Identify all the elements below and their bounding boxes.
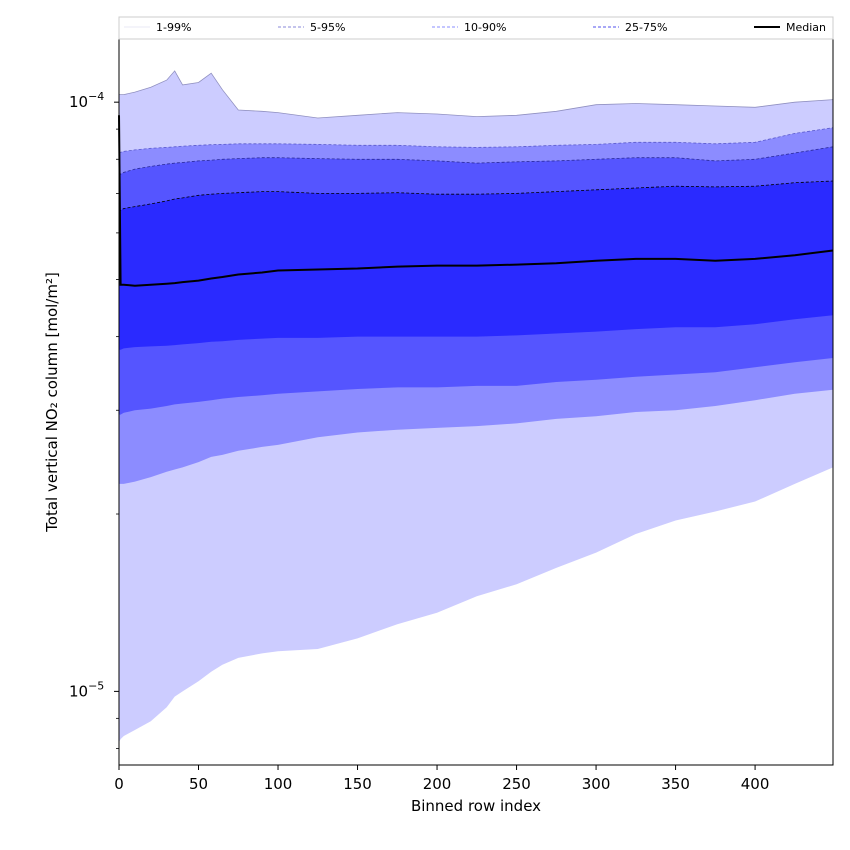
median-line	[118, 115, 834, 287]
x-tick-label: 50	[189, 775, 208, 793]
percentile-bands	[118, 70, 834, 743]
x-tick-label: 0	[114, 775, 124, 793]
x-axis-label: Binned row index	[411, 797, 541, 815]
legend-label: 25-75%	[625, 21, 667, 34]
x-tick-label: 200	[423, 775, 452, 793]
band-upper-edge-1-99pct	[119, 70, 834, 119]
legend-label: 10-90%	[464, 21, 506, 34]
x-tick-label: 350	[661, 775, 690, 793]
legend: 1-99% 5-95% 10-90% 25-75% Median	[118, 16, 834, 40]
legend-label: 1-99%	[156, 21, 191, 34]
x-tick-label: 100	[264, 775, 293, 793]
y-tick-label: 10−5	[69, 679, 104, 700]
x-tick-label: 400	[741, 775, 770, 793]
x-axis: 0 50 100 150 200 250 300 350 400	[114, 765, 769, 793]
y-axis-label: Total vertical NO₂ column [mol/m²]	[43, 272, 61, 533]
band-upper-edge-25-75pct	[118, 180, 834, 213]
band-upper-edge-5-95pct	[118, 127, 834, 154]
y-tick-label: 10−4	[69, 90, 104, 111]
legend-label: Median	[786, 21, 826, 34]
median-line-group	[118, 115, 834, 287]
legend-label: 5-95%	[310, 21, 345, 34]
x-tick-label: 250	[502, 775, 531, 793]
x-tick-label: 300	[582, 775, 611, 793]
band-upper-edge-10-90pct	[118, 146, 834, 177]
legend-frame	[118, 16, 834, 40]
x-tick-label: 150	[343, 775, 372, 793]
y-axis: 10−5 10−4	[69, 90, 119, 749]
